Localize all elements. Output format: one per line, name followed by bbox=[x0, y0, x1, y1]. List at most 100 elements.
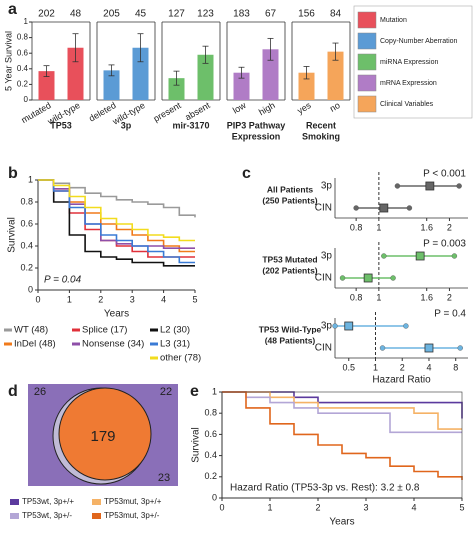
legend-label: Splice (17) bbox=[82, 325, 127, 336]
bar bbox=[132, 47, 149, 100]
region-count: 179 bbox=[90, 428, 115, 445]
legend-label: mRNA Expression bbox=[380, 80, 437, 87]
y-tick-label: 0.6 bbox=[17, 48, 29, 57]
annotation: P = 0.4 bbox=[434, 309, 466, 320]
legend-swatch bbox=[357, 74, 377, 92]
group-title: All Patients bbox=[267, 184, 314, 194]
ci-lower bbox=[339, 275, 346, 281]
count-label: 202 bbox=[38, 9, 55, 20]
legend-label: other (78) bbox=[160, 353, 201, 364]
y-tick-label: 0.2 bbox=[17, 80, 29, 89]
survival-curve bbox=[222, 391, 463, 419]
bar bbox=[168, 78, 185, 100]
x-tick-label: 1 bbox=[376, 292, 381, 302]
x-tick-label: 2 bbox=[447, 292, 452, 302]
panel-label: d bbox=[8, 383, 18, 400]
survival-curve bbox=[222, 391, 462, 430]
bar bbox=[262, 49, 279, 100]
legend-label: TP53mut, 3p+/+ bbox=[104, 497, 162, 506]
y-tick-label: 0.8 bbox=[204, 408, 217, 418]
count-label: 84 bbox=[330, 9, 342, 20]
y-tick-label: 0.2 bbox=[20, 262, 33, 272]
y-tick-label: 0.2 bbox=[204, 471, 217, 481]
bar bbox=[327, 51, 344, 100]
x-tick-label: 0 bbox=[219, 502, 224, 512]
legend-label: Clinical Variables bbox=[380, 101, 434, 108]
ci-upper bbox=[390, 275, 396, 281]
y-tick-label: 0 bbox=[28, 284, 33, 294]
ci-lower bbox=[353, 205, 359, 211]
annotation: P = 0.003 bbox=[423, 239, 466, 250]
panel-label: a bbox=[8, 1, 17, 18]
ci-upper bbox=[403, 323, 409, 329]
legend-label: InDel (48) bbox=[14, 339, 56, 350]
legend-label: WT (48) bbox=[14, 325, 48, 336]
x-tick-label: 2 bbox=[315, 502, 320, 512]
count-label: 183 bbox=[233, 9, 250, 20]
row-label: CIN bbox=[315, 273, 332, 284]
x-tick-label: 5 bbox=[192, 294, 197, 304]
ci-lower bbox=[394, 183, 401, 189]
count-label: 156 bbox=[298, 9, 315, 20]
legend-label: TP53wt, 3p+/+ bbox=[22, 497, 74, 506]
legend-swatch bbox=[10, 499, 19, 505]
bar bbox=[233, 72, 250, 100]
y-tick-label: 1 bbox=[24, 17, 29, 26]
y-tick-label: 0.6 bbox=[204, 429, 217, 439]
legend-swatch bbox=[357, 32, 377, 50]
count-label: 123 bbox=[197, 9, 214, 20]
survival-curve bbox=[222, 391, 462, 434]
group-subtitle: (250 Patients) bbox=[262, 195, 317, 205]
legend-label: miRNA Expression bbox=[380, 59, 438, 66]
bar bbox=[67, 47, 84, 100]
x-tick-label: 5 bbox=[459, 502, 464, 512]
plot-frame bbox=[221, 391, 463, 499]
y-tick-label: 0 bbox=[24, 95, 29, 104]
y-tick-label: 0.4 bbox=[17, 64, 29, 73]
row-label: 3p bbox=[321, 181, 333, 192]
x-tick-label: 1 bbox=[376, 222, 381, 232]
row-label: 3p bbox=[321, 321, 333, 332]
ci-upper bbox=[456, 183, 462, 189]
group-subtitle: (48 Patients) bbox=[265, 335, 316, 345]
row-label: CIN bbox=[315, 203, 332, 214]
x-tick-label: 1 bbox=[67, 294, 72, 304]
group-title: Expression bbox=[232, 131, 281, 141]
group-title: mir-3170 bbox=[172, 120, 209, 130]
x-tick-label: 0.8 bbox=[350, 292, 363, 302]
y-tick-label: 0 bbox=[212, 492, 217, 502]
x-tick-label: low bbox=[231, 100, 248, 116]
x-tick-label: 1.6 bbox=[420, 222, 433, 232]
ci-lower bbox=[379, 345, 386, 351]
estimate bbox=[424, 343, 434, 353]
x-tick-label: 0.8 bbox=[350, 222, 363, 232]
legend-frame bbox=[353, 5, 473, 119]
x-tick-label: 1.6 bbox=[420, 292, 433, 302]
count-label: 45 bbox=[135, 9, 147, 20]
x-tick-label: 3 bbox=[130, 294, 135, 304]
estimate bbox=[425, 181, 435, 191]
legend-swatch bbox=[357, 95, 377, 113]
survival-curve bbox=[38, 179, 195, 242]
legend-label: Nonsense (34) bbox=[82, 339, 144, 350]
bar bbox=[197, 54, 214, 100]
legend-swatch bbox=[357, 53, 377, 71]
legend-swatch bbox=[357, 11, 377, 29]
annotation: Hazard Ratio (TP53-3p vs. Rest): 3.2 ± 0… bbox=[230, 483, 420, 494]
y-axis-label: Survival bbox=[7, 217, 18, 253]
x-tick-label: 2 bbox=[98, 294, 103, 304]
legend-label: TP53wt, 3p+/- bbox=[22, 511, 72, 520]
x-tick-label: 2 bbox=[447, 222, 452, 232]
x-axis-label: Years bbox=[329, 517, 354, 528]
x-axis-label: Hazard Ratio bbox=[372, 375, 431, 386]
group-title: TP53 Wild-Type bbox=[259, 324, 322, 334]
region-count: 22 bbox=[160, 386, 172, 398]
count-label: 205 bbox=[103, 9, 120, 20]
x-tick-label: 2 bbox=[400, 362, 405, 372]
x-tick-label: high bbox=[257, 100, 277, 117]
y-tick-label: 1 bbox=[28, 174, 33, 184]
bar bbox=[103, 70, 120, 100]
survival-curve bbox=[222, 391, 463, 480]
legend-label: Mutation bbox=[380, 17, 407, 24]
